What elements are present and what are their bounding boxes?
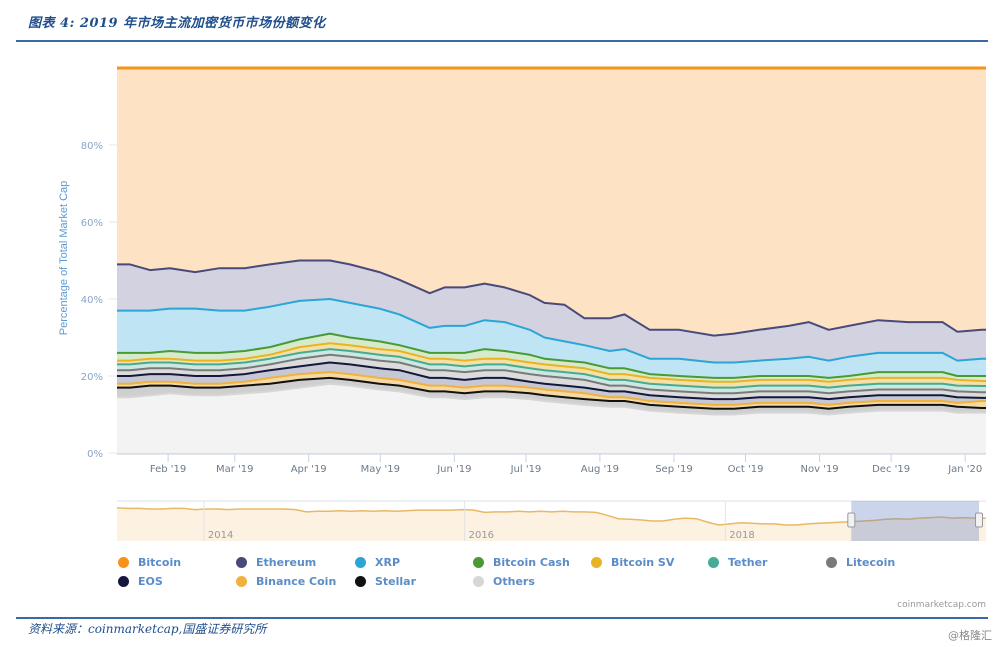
area-xrp: [117, 299, 986, 378]
navigator-handle-right[interactable]: [975, 512, 983, 528]
range-navigator[interactable]: 2014 2016 2018: [116, 500, 986, 541]
area-others: [117, 383, 986, 453]
stacked-area-chart: 0% 20% 40% 60% 80% Feb '19 Mar '19 Apr '19 May …: [58, 66, 986, 541]
y-tick-label: 60%: [81, 218, 103, 229]
y-axis-ticks: 0% 20% 40% 60% 80%: [81, 141, 103, 460]
legend-item-binance-coin[interactable]: Binance Coin: [236, 575, 336, 588]
legend-marker-icon: [118, 576, 129, 587]
title-rule: [16, 40, 988, 42]
legend-item-bitcoin-cash[interactable]: Bitcoin Cash: [473, 556, 570, 569]
legend-label: Bitcoin: [138, 556, 182, 569]
legend-label: Binance Coin: [256, 575, 337, 588]
y-tick-label: 20%: [81, 372, 103, 383]
chart-credit: coinmarketcap.com: [897, 600, 986, 610]
line-xrp: [117, 298, 986, 364]
legend-marker-icon: [708, 557, 719, 568]
x-axis-ticks: Feb '19 Mar '19 Apr '19 May '19 Jun '19 Jul '…: [117, 453, 986, 475]
line-litecoin: [117, 353, 986, 395]
x-tick-label: Feb '19: [150, 464, 186, 475]
line-bitcoin-sv: [117, 342, 986, 383]
x-tick-label: Oct '19: [728, 464, 764, 475]
x-tick-label: Dec '19: [872, 464, 910, 475]
x-tick-label: Nov '19: [801, 464, 839, 475]
legend-label: Ethereum: [256, 556, 317, 569]
legend-marker-icon: [355, 557, 366, 568]
line-stellar: [117, 376, 986, 410]
navigator-selection[interactable]: [851, 501, 979, 541]
legend-item-bitcoin-sv[interactable]: Bitcoin SV: [591, 556, 674, 569]
watermark: @格隆汇: [948, 629, 992, 642]
line-ethereum: [117, 259, 986, 337]
x-tick-label: Mar '19: [216, 464, 254, 475]
legend-item-stellar[interactable]: Stellar: [355, 575, 416, 588]
legend-marker-icon: [473, 557, 484, 568]
legend-item-ethereum[interactable]: Ethereum: [236, 556, 316, 569]
legend-item-others[interactable]: Others: [473, 575, 535, 588]
y-tick-label: 0%: [87, 449, 103, 460]
line-others: [117, 382, 986, 416]
x-tick-label: Sep '19: [655, 464, 693, 475]
x-tick-label: Jul '19: [510, 464, 542, 475]
legend-label: Litecoin: [846, 556, 896, 569]
legend-label: EOS: [138, 575, 163, 588]
legend-item-litecoin[interactable]: Litecoin: [826, 556, 895, 569]
legend-marker-icon: [236, 576, 247, 587]
x-tick-label: Jun '19: [436, 464, 471, 475]
legend-marker-icon: [118, 557, 129, 568]
line-tether: [117, 348, 986, 389]
y-tick-label: 40%: [81, 295, 103, 306]
line-binance-coin: [117, 371, 986, 406]
x-tick-label: Jan '20: [947, 464, 982, 475]
legend-item-xrp[interactable]: XRP: [355, 556, 400, 569]
area-bitcoin: [117, 68, 986, 336]
x-tick-label: Apr '19: [291, 464, 327, 475]
line-bitcoin-cash: [117, 332, 986, 379]
navigator-line: [116, 507, 986, 526]
legend-label: Bitcoin Cash: [493, 556, 570, 569]
x-tick-label: May '19: [361, 464, 400, 475]
source-note: 资料来源：coinmarketcap,国盛证券研究所: [28, 622, 267, 636]
x-tick-label: Aug '19: [581, 464, 619, 475]
navigator-tick-label: 2016: [469, 530, 494, 541]
y-axis-title: Percentage of Total Market Cap: [58, 181, 70, 336]
legend-label: Tether: [728, 556, 768, 569]
navigator-area: [117, 507, 986, 541]
legend-marker-icon: [826, 557, 837, 568]
y-tick-label: 80%: [81, 141, 103, 152]
legend-marker-icon: [236, 557, 247, 568]
legend-label: Stellar: [375, 575, 417, 588]
figure-title: 图表 4: 2019 年市场主流加密货币市场份额变化: [28, 16, 326, 31]
legend-marker-icon: [355, 576, 366, 587]
legend-item-eos[interactable]: EOS: [118, 575, 163, 588]
area-ethereum: [117, 260, 986, 363]
legend-label: Others: [493, 575, 535, 588]
legend-marker-icon: [591, 557, 602, 568]
series-lines: [117, 66, 986, 416]
navigator-tick-label: 2018: [729, 530, 754, 541]
line-eos: [117, 361, 986, 401]
legend-label: Bitcoin SV: [611, 556, 675, 569]
navigator-handle-left[interactable]: [847, 512, 856, 528]
footer-rule: [16, 617, 988, 619]
legend-marker-icon: [473, 576, 484, 587]
legend-item-bitcoin[interactable]: Bitcoin: [118, 556, 181, 569]
legend-item-tether[interactable]: Tether: [708, 556, 767, 569]
legend-label: XRP: [375, 556, 401, 569]
navigator-tick-label: 2014: [208, 530, 233, 541]
